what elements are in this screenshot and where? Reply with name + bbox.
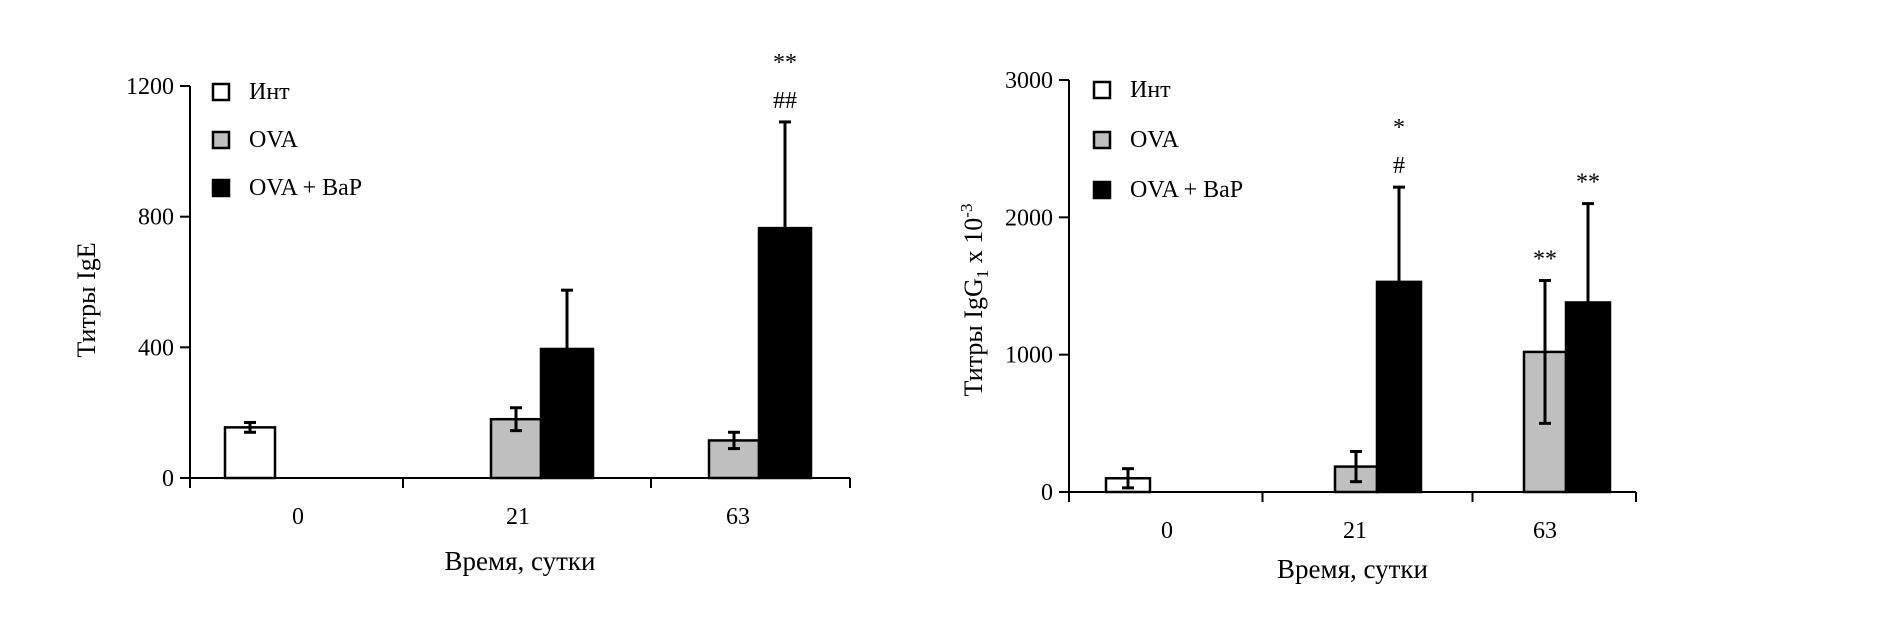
chart-panel-2: 0 1000 2000 3000 0 21 63 * # ** ** Инт OVA OVA + BaP В… — [957, 68, 1637, 584]
legend-label: OVA — [1130, 127, 1180, 153]
x-axis-label: Время, сутки — [1277, 554, 1428, 584]
bar — [539, 347, 595, 480]
significance-label: ** — [773, 50, 797, 76]
bar — [1564, 301, 1612, 494]
significance-label: ** — [1533, 247, 1557, 273]
x-axis-label: Время, сутки — [445, 546, 596, 576]
y-tick-label: 3000 — [1005, 68, 1053, 94]
y-axis-label: Титры IgE — [72, 242, 101, 357]
legend-swatch — [211, 82, 231, 102]
y-tick-label: 1000 — [1005, 343, 1053, 369]
legend-label: OVA + BaP — [249, 175, 362, 201]
legend-label: OVA + BaP — [1130, 177, 1243, 203]
significance-label: # — [1393, 153, 1405, 179]
y-axis-label: Титры IgG1 x 10-3 — [957, 204, 992, 397]
legend-label: OVA — [249, 127, 299, 153]
bar — [223, 426, 277, 480]
significance-label: ** — [1576, 170, 1600, 196]
x-tick-label: 21 — [1343, 518, 1367, 544]
y-tick-label: 800 — [138, 205, 174, 231]
legend-swatch — [211, 130, 231, 150]
y-tick-label: 0 — [1041, 480, 1053, 506]
y-tick-label: 2000 — [1005, 205, 1053, 231]
legend-label: Инт — [1130, 77, 1171, 103]
significance-label: ## — [773, 88, 797, 114]
chart-panel-1: 0 400 800 1200 0 21 63 ** ## Инт OVA OVA + BaP Время… — [72, 50, 851, 576]
y-tick-label: 1200 — [126, 74, 174, 100]
x-tick-label: 63 — [726, 504, 750, 530]
significance-label: * — [1393, 115, 1405, 141]
legend-swatch — [1092, 130, 1112, 150]
bar — [757, 226, 813, 480]
x-tick-label: 0 — [292, 504, 304, 530]
y-tick-label: 0 — [162, 466, 174, 492]
y-tick-label: 400 — [138, 335, 174, 361]
legend-swatch — [1092, 80, 1112, 100]
x-tick-label: 0 — [1161, 518, 1173, 544]
x-tick-label: 63 — [1533, 518, 1557, 544]
legend-swatch — [1092, 180, 1112, 200]
legend-swatch — [211, 178, 231, 198]
legend-label: Инт — [249, 79, 290, 105]
x-tick-label: 21 — [506, 504, 530, 530]
bar — [1375, 280, 1423, 494]
